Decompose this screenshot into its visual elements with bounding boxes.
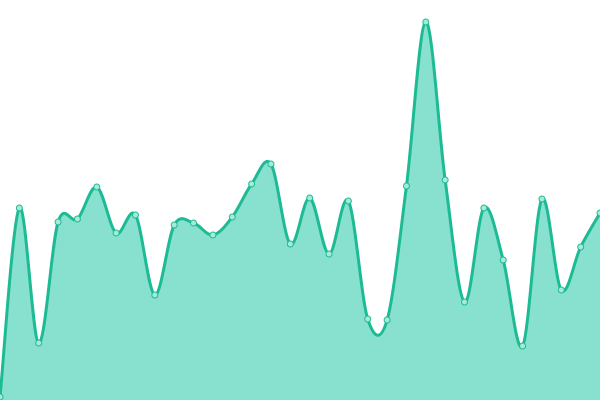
data-point <box>441 176 449 184</box>
data-point <box>383 316 391 324</box>
data-point <box>344 197 352 205</box>
data-point <box>267 160 275 168</box>
data-point <box>131 211 139 219</box>
data-point <box>190 219 198 227</box>
data-point <box>112 229 120 237</box>
data-point <box>93 183 101 191</box>
data-points <box>0 18 600 400</box>
data-point <box>170 221 178 229</box>
data-point <box>538 195 546 203</box>
data-point <box>480 204 488 212</box>
data-point <box>54 218 62 226</box>
data-point <box>15 204 23 212</box>
data-point <box>35 339 43 347</box>
data-point <box>306 194 314 202</box>
data-point <box>499 256 507 264</box>
area-fill <box>0 21 600 400</box>
data-point <box>402 182 410 190</box>
data-point <box>557 286 565 294</box>
data-point <box>286 240 294 248</box>
data-point <box>596 209 600 217</box>
data-point <box>248 180 256 188</box>
data-point <box>151 291 159 299</box>
data-point <box>209 231 217 239</box>
data-point <box>577 243 585 251</box>
data-point <box>422 18 430 26</box>
data-point <box>519 342 527 350</box>
data-point <box>461 298 469 306</box>
data-point <box>73 215 81 223</box>
data-point <box>228 213 236 221</box>
data-point <box>364 315 372 323</box>
data-point <box>0 393 4 400</box>
data-point <box>325 250 333 258</box>
